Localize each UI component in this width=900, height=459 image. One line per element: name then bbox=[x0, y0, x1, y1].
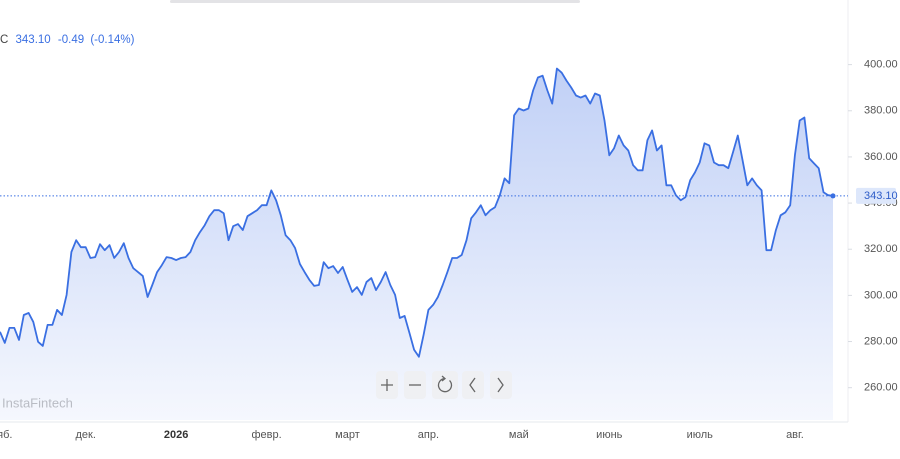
symbol: C bbox=[0, 34, 8, 46]
x-tick-label: авг. bbox=[786, 429, 804, 441]
change: -0.49 bbox=[58, 34, 84, 46]
x-tick-label: июль bbox=[687, 429, 714, 441]
y-tick-label: 300.00 bbox=[864, 289, 898, 301]
last-price-dot bbox=[830, 193, 836, 199]
y-tick-label: 260.00 bbox=[864, 382, 898, 394]
price-line bbox=[0, 67, 834, 358]
plot: 260.00280.00300.00320.00340.00360.00380.… bbox=[0, 59, 898, 441]
x-tick-label: март bbox=[335, 429, 360, 441]
y-tick-label: 280.00 bbox=[864, 335, 898, 347]
x-tick-label: февр. bbox=[251, 429, 281, 441]
toolbar bbox=[376, 371, 512, 399]
last-price-tag bbox=[856, 187, 896, 204]
x-tick-label: июнь bbox=[596, 429, 622, 441]
x-tick-label: яб. bbox=[0, 429, 12, 441]
last-price-label: 343.10 bbox=[864, 190, 898, 202]
scroll-bar bbox=[170, 0, 580, 3]
x-tick-label: 2026 bbox=[164, 429, 188, 441]
y-tick-label: 360.00 bbox=[864, 151, 898, 163]
scroll-left-button[interactable] bbox=[462, 371, 484, 399]
y-tick-label: 320.00 bbox=[864, 243, 898, 255]
x-tick-label: дек. bbox=[75, 429, 95, 441]
watermark: InstaFintech bbox=[2, 395, 73, 410]
x-tick-label: май bbox=[509, 429, 529, 441]
x-tick-label: апр. bbox=[418, 429, 439, 441]
y-tick-label: 380.00 bbox=[864, 105, 898, 117]
zoom-out-button[interactable] bbox=[404, 371, 426, 399]
zoom-in-button[interactable] bbox=[376, 371, 398, 399]
scroll-right-button[interactable] bbox=[490, 371, 512, 399]
price: 343.10 bbox=[16, 34, 51, 46]
area-fill bbox=[0, 68, 833, 420]
header: C 343.10 -0.49 (-0.14%) bbox=[0, 34, 135, 46]
reset-button[interactable] bbox=[432, 371, 458, 399]
change-pct: (-0.14%) bbox=[90, 34, 134, 46]
y-tick-label: 400.00 bbox=[864, 59, 898, 71]
